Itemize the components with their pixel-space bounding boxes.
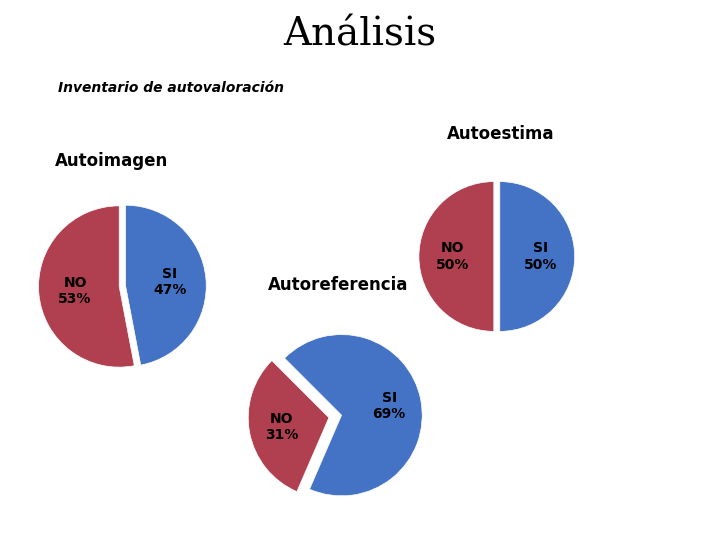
Text: NO
53%: NO 53%: [58, 275, 91, 306]
Wedge shape: [284, 335, 422, 496]
Text: SI
50%: SI 50%: [524, 241, 558, 272]
Wedge shape: [39, 206, 135, 367]
Wedge shape: [500, 181, 575, 332]
Text: NO
50%: NO 50%: [436, 241, 469, 272]
Text: NO
31%: NO 31%: [265, 411, 298, 442]
Wedge shape: [248, 361, 329, 491]
Text: Autoreferencia: Autoreferencia: [269, 276, 408, 294]
Text: SI
69%: SI 69%: [372, 391, 406, 421]
Wedge shape: [419, 181, 494, 332]
Text: Análisis: Análisis: [284, 16, 436, 53]
Wedge shape: [125, 205, 206, 365]
Text: Autoimagen: Autoimagen: [55, 152, 168, 170]
Text: Autoestima: Autoestima: [446, 125, 554, 143]
Text: SI
47%: SI 47%: [153, 267, 186, 297]
Text: Inventario de autovaloración: Inventario de autovaloración: [58, 81, 284, 95]
